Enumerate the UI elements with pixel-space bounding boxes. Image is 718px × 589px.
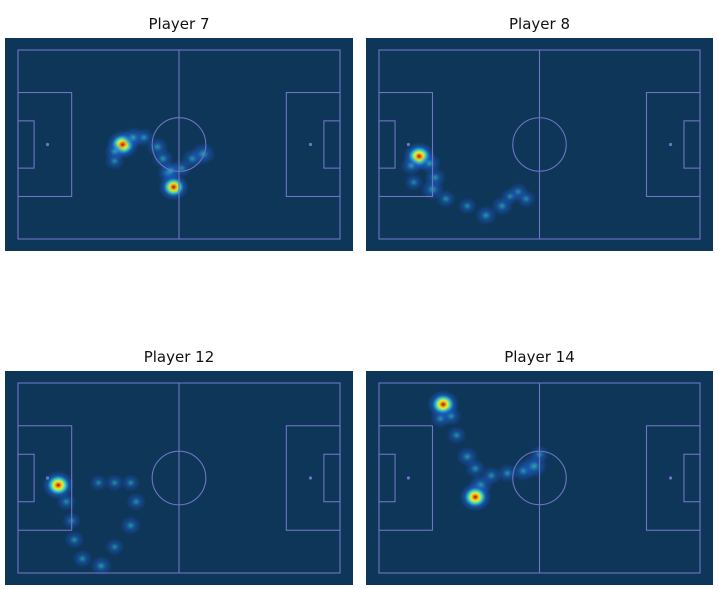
six-yard-box-right bbox=[323, 453, 341, 503]
heat-spot bbox=[125, 492, 147, 511]
six-yard-box-right bbox=[323, 120, 341, 169]
pitch-lines bbox=[17, 49, 341, 240]
penalty-spot-right bbox=[308, 142, 313, 147]
heat-spot bbox=[64, 530, 85, 549]
heat-spot bbox=[104, 474, 125, 492]
heat-spot bbox=[121, 474, 141, 492]
heat-spot bbox=[90, 555, 113, 576]
six-yard-box-left bbox=[17, 120, 35, 169]
center-circle bbox=[151, 117, 207, 172]
heat-spot bbox=[89, 474, 108, 492]
center-circle bbox=[512, 117, 567, 172]
heat-spot bbox=[464, 458, 486, 479]
heat-spot bbox=[480, 466, 502, 486]
chart-title: Player 8 bbox=[509, 15, 570, 33]
heatmap-panel-1: Player 7 bbox=[5, 15, 353, 251]
heat-spot bbox=[400, 155, 423, 176]
six-yard-box-left bbox=[17, 453, 35, 503]
pitch-heatmap bbox=[5, 371, 353, 585]
heat-spot bbox=[440, 406, 462, 426]
six-yard-box-right bbox=[683, 120, 701, 169]
pitch-heatmap bbox=[366, 38, 713, 251]
pitch-heatmap bbox=[5, 38, 353, 251]
penalty-spot-right bbox=[308, 476, 313, 480]
penalty-spot-left bbox=[406, 142, 411, 147]
heat-spot bbox=[104, 538, 125, 556]
chart-title: Player 7 bbox=[148, 15, 210, 33]
six-yard-box-left bbox=[378, 120, 396, 169]
pitch-lines bbox=[17, 382, 341, 574]
heat-spot bbox=[459, 482, 492, 512]
heatmap-panel-3: Player 12 bbox=[5, 348, 353, 585]
heat-spot bbox=[56, 492, 77, 511]
heat-spot bbox=[500, 187, 520, 206]
heat-spot bbox=[158, 173, 189, 201]
heat-layer bbox=[104, 126, 216, 201]
center-circle bbox=[151, 450, 207, 506]
heat-layer bbox=[400, 141, 537, 226]
heat-spot bbox=[190, 142, 216, 166]
heat-spot bbox=[404, 173, 424, 192]
pitch-lines bbox=[378, 49, 701, 240]
heat-spot bbox=[72, 549, 93, 568]
heatmap-panel-2: Player 8 bbox=[366, 15, 713, 251]
penalty-spot-left bbox=[406, 476, 411, 480]
heat-spot bbox=[446, 426, 467, 445]
chart-title: Player 14 bbox=[504, 348, 575, 366]
heatmap-panel-4: Player 14 bbox=[366, 348, 713, 585]
penalty-spot-left bbox=[45, 476, 50, 480]
pitch-heatmap bbox=[366, 371, 713, 585]
six-yard-box-right bbox=[683, 453, 701, 503]
pitch-lines bbox=[378, 382, 701, 574]
penalty-spot-left bbox=[45, 142, 50, 147]
six-yard-box-left bbox=[378, 453, 396, 503]
heat-spot bbox=[474, 205, 498, 226]
center-circle bbox=[512, 450, 567, 506]
heat-spot bbox=[457, 197, 477, 215]
heat-spot bbox=[515, 189, 537, 208]
heat-spot bbox=[104, 151, 125, 171]
heat-spot bbox=[42, 470, 75, 500]
heat-spot bbox=[435, 189, 457, 208]
penalty-spot-right bbox=[668, 142, 673, 147]
heat-spot bbox=[120, 515, 142, 536]
chart-title: Player 12 bbox=[143, 348, 215, 366]
penalty-spot-right bbox=[668, 476, 673, 480]
heat-layer bbox=[42, 470, 147, 576]
